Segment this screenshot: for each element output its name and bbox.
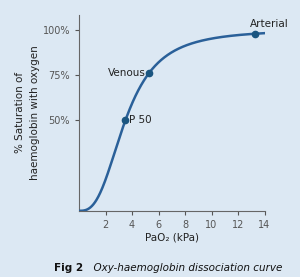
Text: Arterial: Arterial [250, 19, 289, 29]
Text: Fig 2: Fig 2 [54, 263, 83, 273]
X-axis label: PaO₂ (kPa): PaO₂ (kPa) [145, 233, 199, 243]
Text: Oxy-haemoglobin dissociation curve: Oxy-haemoglobin dissociation curve [87, 263, 282, 273]
Text: P 50: P 50 [129, 115, 152, 125]
Text: Venous: Venous [107, 68, 145, 78]
Y-axis label: % Saturation of
haemoglobin with oxygen: % Saturation of haemoglobin with oxygen [15, 45, 40, 180]
